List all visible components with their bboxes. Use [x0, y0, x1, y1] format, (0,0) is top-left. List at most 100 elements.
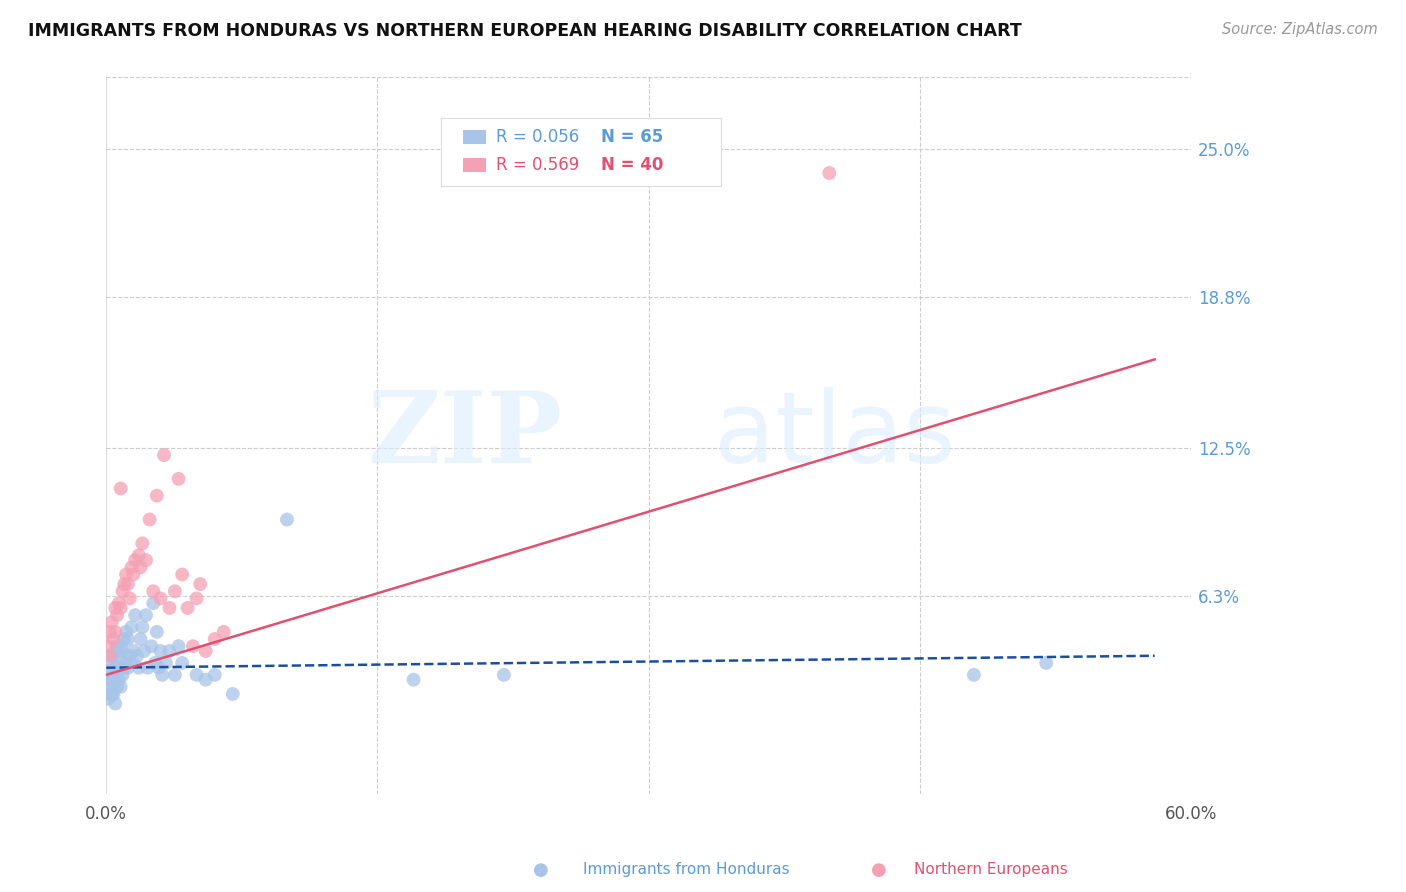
- Point: [172, 656, 194, 670]
- Point: [402, 673, 425, 687]
- Point: [121, 620, 143, 634]
- Point: [194, 644, 217, 658]
- Point: [124, 608, 146, 623]
- Point: [128, 549, 150, 563]
- Point: [115, 656, 138, 670]
- Point: [104, 680, 127, 694]
- Point: [186, 668, 208, 682]
- Point: [103, 687, 125, 701]
- Point: [105, 608, 128, 623]
- Point: [105, 661, 128, 675]
- Text: Immigrants from Honduras: Immigrants from Honduras: [583, 863, 790, 877]
- Text: atlas: atlas: [714, 387, 955, 484]
- Point: [111, 584, 134, 599]
- Point: [818, 166, 841, 180]
- Point: [149, 644, 172, 658]
- Point: [104, 697, 127, 711]
- Point: [98, 673, 121, 687]
- Point: [108, 673, 131, 687]
- Text: N = 65: N = 65: [602, 128, 664, 146]
- Text: ●: ●: [870, 861, 887, 879]
- Point: [97, 639, 120, 653]
- Point: [159, 601, 181, 615]
- Point: [104, 644, 127, 658]
- Text: N = 40: N = 40: [602, 156, 664, 174]
- Point: [121, 656, 143, 670]
- Point: [98, 663, 121, 677]
- Point: [163, 584, 186, 599]
- Point: [110, 680, 132, 694]
- Point: [115, 624, 138, 639]
- Text: R = 0.569: R = 0.569: [496, 156, 579, 174]
- Point: [122, 644, 145, 658]
- Point: [134, 644, 156, 658]
- Point: [167, 639, 190, 653]
- Point: [188, 577, 211, 591]
- Point: [963, 668, 986, 682]
- Point: [110, 482, 132, 496]
- Point: [150, 668, 173, 682]
- Point: [117, 632, 139, 646]
- Point: [100, 615, 122, 630]
- Point: [111, 644, 134, 658]
- Text: ●: ●: [533, 861, 550, 879]
- Point: [181, 639, 204, 653]
- Point: [128, 661, 150, 675]
- Point: [141, 639, 163, 653]
- Text: IMMIGRANTS FROM HONDURAS VS NORTHERN EUROPEAN HEARING DISABILITY CORRELATION CHA: IMMIGRANTS FROM HONDURAS VS NORTHERN EUR…: [28, 22, 1022, 40]
- Point: [118, 591, 141, 606]
- Text: ZIP: ZIP: [367, 387, 562, 484]
- Point: [135, 608, 157, 623]
- Point: [104, 624, 127, 639]
- Point: [100, 656, 122, 670]
- Point: [212, 624, 235, 639]
- Point: [108, 648, 131, 663]
- Point: [112, 577, 135, 591]
- Point: [204, 632, 226, 646]
- Point: [100, 687, 122, 701]
- Point: [276, 512, 298, 526]
- Point: [142, 596, 165, 610]
- Point: [142, 584, 165, 599]
- Point: [98, 648, 121, 663]
- Point: [138, 512, 160, 526]
- Text: Source: ZipAtlas.com: Source: ZipAtlas.com: [1222, 22, 1378, 37]
- Point: [143, 656, 166, 670]
- Point: [124, 553, 146, 567]
- Point: [129, 560, 152, 574]
- Point: [153, 448, 176, 462]
- Point: [492, 668, 515, 682]
- Point: [222, 687, 245, 701]
- Point: [117, 661, 139, 675]
- Point: [122, 567, 145, 582]
- Point: [204, 668, 226, 682]
- Point: [112, 661, 135, 675]
- Point: [176, 601, 198, 615]
- Point: [104, 661, 127, 675]
- Point: [146, 624, 169, 639]
- Point: [97, 680, 120, 694]
- Point: [131, 536, 153, 550]
- Point: [105, 639, 128, 653]
- Point: [103, 648, 125, 663]
- Point: [135, 553, 157, 567]
- Point: [112, 632, 135, 646]
- Point: [131, 620, 153, 634]
- Point: [155, 656, 177, 670]
- Point: [1035, 656, 1057, 670]
- Point: [105, 680, 128, 694]
- Point: [159, 644, 181, 658]
- Point: [97, 668, 120, 682]
- Point: [125, 648, 148, 663]
- Point: [97, 691, 120, 706]
- Point: [136, 661, 159, 675]
- Point: [118, 648, 141, 663]
- Point: [110, 601, 132, 615]
- Point: [163, 668, 186, 682]
- Point: [98, 624, 121, 639]
- Point: [167, 472, 190, 486]
- Point: [186, 591, 208, 606]
- Point: [103, 668, 125, 682]
- Point: [149, 591, 172, 606]
- Point: [104, 601, 127, 615]
